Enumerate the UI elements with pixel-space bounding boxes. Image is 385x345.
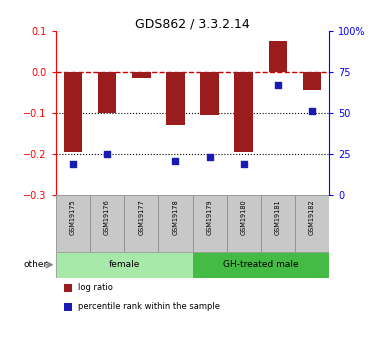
Text: GDS862 / 3.3.2.14: GDS862 / 3.3.2.14: [135, 17, 250, 30]
Point: [172, 158, 179, 163]
Point: [241, 161, 247, 167]
Bar: [90, 195, 124, 252]
Text: GH-treated male: GH-treated male: [223, 260, 299, 269]
Bar: [64, 72, 82, 152]
Bar: [158, 195, 192, 252]
Bar: [98, 72, 117, 113]
Text: GSM19175: GSM19175: [70, 199, 76, 235]
Point: [206, 155, 213, 160]
Bar: [132, 72, 151, 78]
Bar: [303, 72, 321, 90]
Text: GSM19178: GSM19178: [172, 199, 178, 235]
Text: GSM19177: GSM19177: [138, 199, 144, 235]
Bar: [124, 195, 158, 252]
Text: percentile rank within the sample: percentile rank within the sample: [78, 302, 220, 311]
Bar: [227, 195, 261, 252]
Bar: [56, 195, 90, 252]
Text: GSM19180: GSM19180: [241, 199, 247, 235]
Text: GSM19181: GSM19181: [275, 199, 281, 235]
Bar: [192, 252, 329, 278]
Text: GSM19176: GSM19176: [104, 199, 110, 235]
Point: [309, 109, 315, 114]
Point: [70, 161, 76, 167]
Bar: [192, 195, 227, 252]
Text: log ratio: log ratio: [78, 283, 113, 292]
Bar: [200, 72, 219, 115]
Bar: [268, 41, 287, 72]
Bar: [166, 72, 185, 125]
Text: female: female: [109, 260, 140, 269]
Point: [275, 82, 281, 88]
Text: GSM19182: GSM19182: [309, 199, 315, 235]
Bar: [234, 72, 253, 152]
Point: [104, 151, 110, 157]
Text: other: other: [24, 260, 48, 269]
Text: GSM19179: GSM19179: [207, 199, 213, 235]
Bar: [56, 252, 192, 278]
Bar: [261, 195, 295, 252]
Bar: [295, 195, 329, 252]
